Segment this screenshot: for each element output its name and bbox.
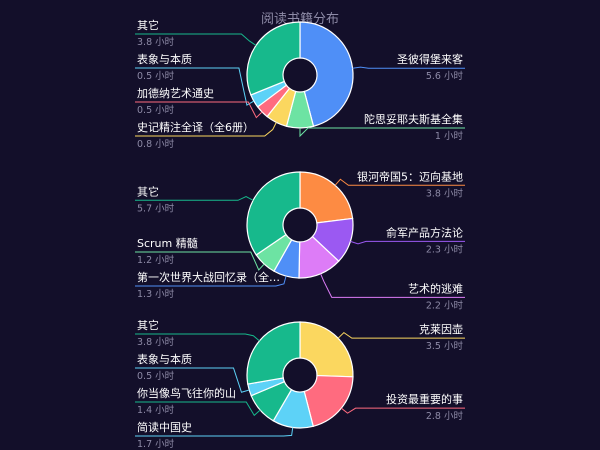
slice-label: Scrum 精髓 (137, 237, 198, 250)
slice-value: 1.7 小时 (137, 438, 175, 450)
pie-slice[interactable] (246, 321, 301, 385)
label-leader-line (334, 178, 465, 186)
slice-label: 其它 (137, 184, 159, 198)
slice-value: 0.5 小时 (137, 370, 175, 382)
slice-label: 投资最重要的事 (386, 392, 463, 406)
slice-label: 其它 (137, 18, 159, 32)
slice-label: 史记精注全译（全6册） (137, 120, 254, 134)
slice-value: 1.3 小时 (137, 288, 175, 300)
slice-value: 0.5 小时 (137, 104, 175, 116)
label-leader-line (337, 331, 465, 339)
slice-value: 3.5 小时 (426, 340, 464, 352)
slice-value: 0.5 小时 (137, 70, 175, 82)
slice-label: 其它 (137, 318, 159, 332)
label-leader-line (135, 427, 294, 437)
label-leader-line (350, 240, 465, 245)
label-leader-line (299, 127, 465, 138)
label-leader-line (135, 195, 254, 201)
pie-slice[interactable] (299, 321, 354, 378)
slice-label: 第一次世界大战回忆录（全… (137, 270, 280, 284)
label-leader-line (135, 101, 263, 119)
pie-slice[interactable] (299, 21, 354, 127)
slice-label: 表象与本质 (137, 52, 192, 66)
slice-value: 2.3 小时 (426, 243, 464, 255)
pie-slice[interactable] (303, 374, 354, 428)
slice-label: 加德纳艺术通史 (137, 86, 214, 100)
slice-value: 1.2 小时 (137, 254, 175, 266)
slice-label: 圣彼得堡来客 (397, 52, 463, 66)
slice-value: 5.7 小时 (137, 202, 175, 214)
label-leader-line (135, 401, 261, 417)
slice-value: 2.2 小时 (426, 299, 464, 311)
pie-slice[interactable] (299, 171, 354, 224)
label-leader-line (352, 66, 465, 69)
pie-slice[interactable] (246, 171, 301, 256)
label-leader-line (135, 33, 257, 46)
slice-value: 1 小时 (435, 130, 464, 142)
slice-value: 3.8 小时 (137, 36, 175, 48)
slice-label: 克莱因壶 (419, 322, 463, 336)
slice-label: 你当像鸟飞往你的山 (137, 386, 236, 400)
slice-label: 陀思妥耶夫斯基全集 (364, 112, 463, 126)
label-leader-line (135, 333, 260, 342)
slice-value: 1.4 小时 (137, 404, 175, 416)
slice-value: 5.6 小时 (426, 70, 464, 82)
chart-title: 阅读书籍分布 (261, 11, 339, 27)
slice-value: 0.8 小时 (137, 138, 175, 150)
pie-slice[interactable] (246, 21, 301, 96)
slice-label: 艺术的逃难 (408, 281, 463, 295)
label-leader-line (320, 273, 465, 298)
label-leader-line (341, 407, 465, 414)
slice-label: 表象与本质 (137, 352, 192, 366)
slice-label: 简读中国史 (137, 420, 192, 434)
slice-label: 银河帝国5：迈向基地 (357, 169, 463, 183)
slice-value: 3.8 小时 (426, 187, 464, 199)
slice-value: 2.8 小时 (426, 410, 464, 422)
slice-value: 3.8 小时 (137, 336, 175, 348)
label-leader-line (135, 122, 277, 137)
label-leader-line (135, 251, 265, 271)
label-leader-line (135, 367, 250, 393)
label-leader-line (135, 67, 255, 106)
label-leader-line (135, 275, 287, 287)
slice-label: 俞军产品方法论 (386, 225, 463, 239)
